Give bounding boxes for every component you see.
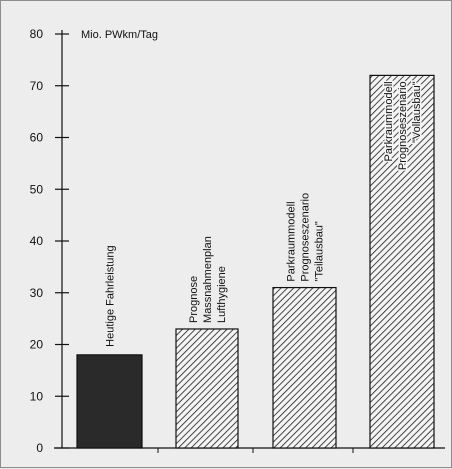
bar-4-label-line: Parkraummodell (383, 81, 395, 161)
bar-1 (76, 354, 143, 449)
bar-3-label-line: Parkraummodell (286, 201, 298, 281)
bar-4-label-line: Prognoseszenario (397, 81, 409, 170)
bars-layer (76, 74, 435, 449)
y-tick-label: 10 (30, 389, 44, 403)
bar-4 (369, 74, 435, 449)
y-tick-label: 50 (30, 182, 44, 196)
bar-2-label-line: Lufthygiene (216, 266, 228, 323)
y-tick-label: 40 (30, 234, 44, 248)
y-tick-label: 70 (30, 79, 44, 93)
y-axis-unit-label: Mio. PWkm/Tag (81, 29, 158, 41)
y-tick-label: 80 (30, 27, 44, 41)
y-tick-label: 0 (36, 441, 43, 455)
y-tick-label: 60 (30, 131, 44, 145)
y-tick-label: 30 (30, 286, 44, 300)
bar-2-label-line: Prognose (188, 276, 200, 323)
bar-3 (272, 286, 337, 449)
bar-2 (175, 328, 239, 449)
labels-layer: Heutige Fahrleistung Prognose Massnahmenpl… (105, 80, 425, 347)
bar-2-label-line: Massnahmenplan (202, 236, 214, 323)
bar-3-label-line: "Teilausbau" (314, 221, 326, 281)
bar-4-label-line: "Vollausbau" (411, 81, 423, 143)
bar-1-label-line: Heutige Fahrleistung (105, 245, 117, 347)
y-tick-label: 20 (30, 338, 44, 352)
bar-3-label-line: Prognoseszenario (300, 193, 312, 282)
